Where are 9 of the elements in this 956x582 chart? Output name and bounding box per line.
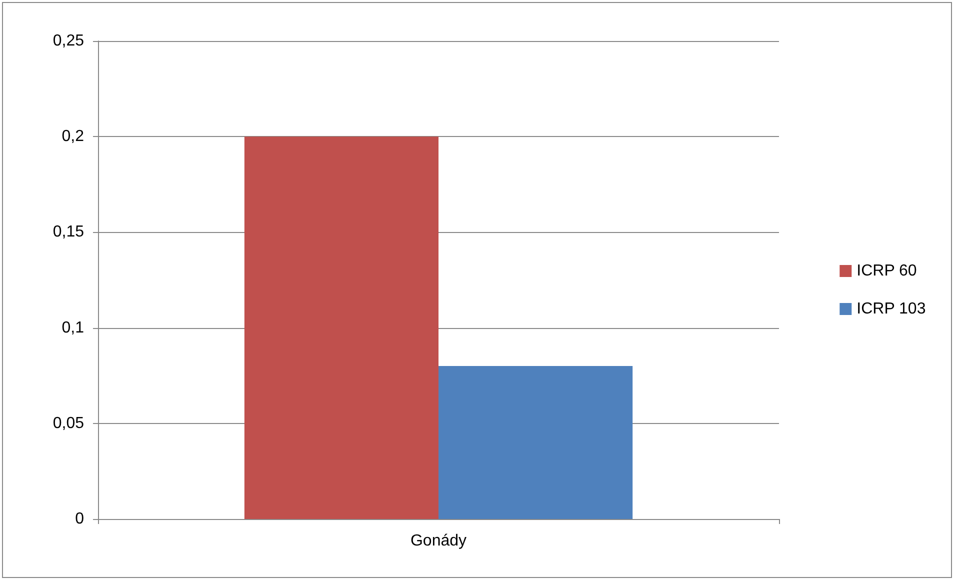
y-tick-label: 0,15 (52, 224, 84, 241)
x-tick-label: Gonády (410, 532, 467, 550)
y-tick-label: 0 (75, 510, 84, 528)
y-tick-label: 0,1 (62, 319, 84, 336)
y-tick-label: 0,25 (52, 32, 84, 50)
legend-label: ICRP 60 (856, 262, 917, 280)
legend-label: ICRP 103 (856, 300, 926, 318)
y-tick-label: 0,2 (62, 128, 84, 146)
y-tick-label: 0,05 (52, 414, 84, 432)
